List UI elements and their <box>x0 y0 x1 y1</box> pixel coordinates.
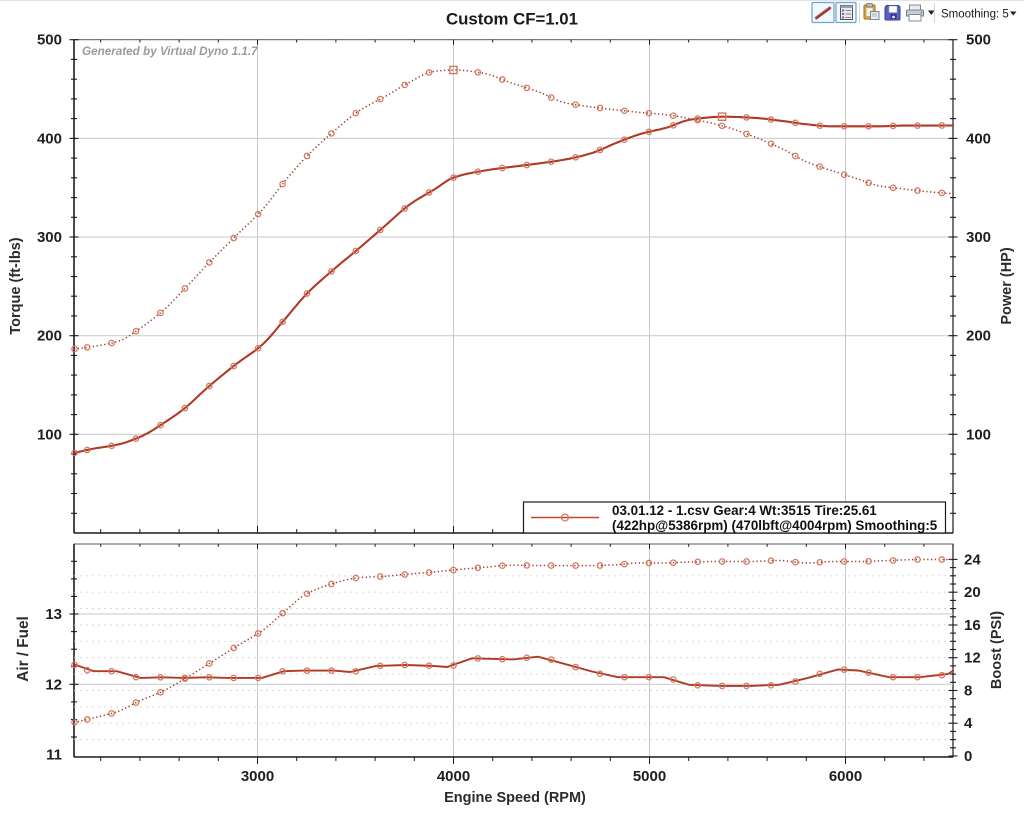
svg-text:4000: 4000 <box>437 768 470 785</box>
svg-text:400: 400 <box>37 130 62 147</box>
svg-text:300: 300 <box>37 229 62 246</box>
svg-text:3000: 3000 <box>241 768 274 785</box>
svg-text:300: 300 <box>966 229 991 246</box>
svg-text:500: 500 <box>37 32 62 49</box>
svg-text:200: 200 <box>966 328 991 345</box>
svg-text:400: 400 <box>966 130 991 147</box>
svg-text:03.01.12 - 1.csv Gear:4 Wt:351: 03.01.12 - 1.csv Gear:4 Wt:3515 Tire:25.… <box>612 503 877 518</box>
svg-text:6000: 6000 <box>829 768 862 785</box>
svg-text:13: 13 <box>45 606 62 623</box>
svg-text:200: 200 <box>37 328 62 345</box>
svg-text:Smoothing: 5: Smoothing: 5 <box>941 9 1009 21</box>
svg-text:Power (HP): Power (HP) <box>999 247 1015 325</box>
svg-text:0: 0 <box>964 748 972 765</box>
svg-text:20: 20 <box>964 584 981 601</box>
svg-text:12: 12 <box>964 650 981 667</box>
svg-text:24: 24 <box>964 551 981 568</box>
svg-text:(422hp@5386rpm) (470lbft@4004r: (422hp@5386rpm) (470lbft@4004rpm) Smooth… <box>612 518 938 533</box>
svg-text:500: 500 <box>966 32 991 49</box>
svg-text:16: 16 <box>964 617 981 634</box>
svg-text:Torque (ft-lbs): Torque (ft-lbs) <box>8 237 24 334</box>
svg-text:100: 100 <box>37 426 62 443</box>
svg-text:Custom CF=1.01: Custom CF=1.01 <box>446 9 578 28</box>
svg-text:12: 12 <box>45 676 62 693</box>
svg-text:11: 11 <box>46 747 62 764</box>
svg-text:Engine Speed (RPM): Engine Speed (RPM) <box>444 790 586 806</box>
svg-text:Boost (PSI): Boost (PSI) <box>989 611 1005 689</box>
svg-text:4: 4 <box>964 715 973 732</box>
svg-text:5000: 5000 <box>633 768 666 785</box>
svg-text:100: 100 <box>966 426 991 443</box>
svg-text:Air / Fuel: Air / Fuel <box>15 616 32 681</box>
svg-text:8: 8 <box>964 683 972 700</box>
svg-text:Generated by Virtual Dyno 1.1.: Generated by Virtual Dyno 1.1.7 <box>82 45 258 58</box>
